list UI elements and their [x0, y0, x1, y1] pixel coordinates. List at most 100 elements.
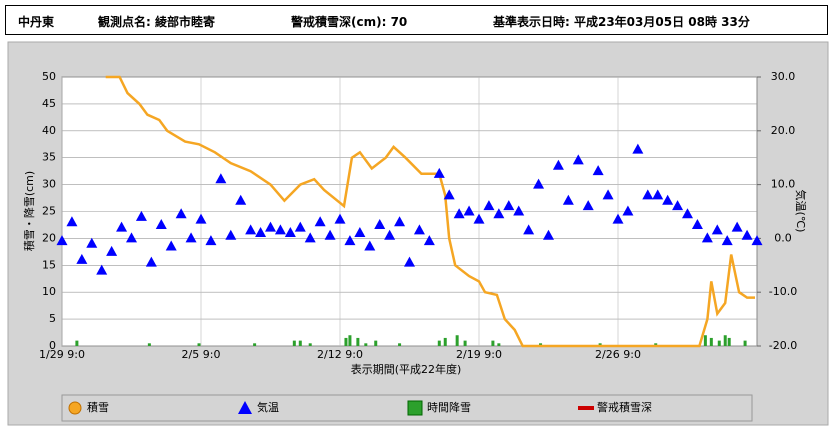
temperature-marker [751, 235, 763, 246]
temperature-marker [433, 167, 445, 178]
temperature-marker [394, 216, 406, 227]
region: 中丹東 [18, 15, 55, 29]
legend-icon [578, 406, 594, 410]
snowfall-bar [455, 335, 459, 346]
warning-depth: 警戒積雪深(cm): 70 [291, 15, 408, 29]
temperature-marker [145, 256, 157, 267]
x-tick-label: 2/12 9:0 [317, 348, 363, 361]
temperature-marker [294, 221, 306, 232]
temperature-marker [453, 208, 465, 219]
temperature-marker [344, 235, 356, 246]
temperature-marker [682, 208, 693, 219]
temperature-marker [364, 240, 376, 251]
temperature-marker [513, 205, 525, 216]
y-tick-label: 50 [42, 70, 56, 83]
snowfall-bar [75, 340, 79, 346]
temperature-marker [632, 143, 644, 154]
y-tick-label: 25 [42, 205, 56, 218]
legend-label: 気温 [257, 400, 279, 414]
y-tick-label: 40 [42, 124, 56, 137]
temperature-marker [463, 205, 475, 216]
temperature-marker [523, 224, 535, 235]
y2-tick-label: 20.0 [771, 124, 796, 137]
y-tick-label: 20 [42, 231, 56, 244]
temperature-marker [96, 264, 108, 275]
temperature-marker [245, 224, 257, 235]
temperature-marker [662, 194, 674, 205]
temperature-marker [473, 213, 485, 224]
snowfall-bar [147, 343, 151, 346]
snowfall-bar [717, 340, 721, 346]
temperature-marker [612, 213, 624, 224]
x-axis-label: 表示期間(平成22年度) [351, 362, 462, 376]
temperature-marker [483, 200, 495, 211]
temperature-marker [116, 221, 128, 232]
temperature-marker [185, 232, 197, 243]
snow-depth-line [105, 75, 755, 348]
y-axis-label: 積雪・降雪(cm) [22, 171, 36, 251]
temperature-marker [741, 229, 753, 240]
y-tick-label: 5 [49, 312, 56, 325]
temperature-marker [265, 221, 276, 232]
legend-icon [407, 400, 423, 416]
temperature-marker [175, 208, 187, 219]
snowfall-bar [292, 340, 296, 346]
temperature-marker [582, 200, 594, 211]
temperature-marker [711, 224, 723, 235]
snowfall-bar [298, 340, 302, 346]
temperature-marker [404, 256, 415, 267]
y-tick-label: 10 [42, 285, 56, 298]
snowfall-bar [709, 337, 713, 346]
legend-label: 時間降雪 [427, 400, 471, 414]
temperature-marker [324, 229, 336, 240]
snowfall-bar [539, 343, 543, 346]
temperature-marker [66, 216, 78, 227]
y2-axis-label: 気温(℃) [794, 190, 808, 233]
y-tick-label: 45 [42, 97, 56, 110]
temperature-marker [56, 235, 68, 246]
temperature-marker [562, 194, 574, 205]
temperature-marker [255, 227, 267, 238]
y2-tick-label: -20.0 [769, 339, 797, 352]
legend-icon [238, 401, 252, 414]
snowfall-bar [437, 340, 441, 346]
temperature-marker [86, 237, 98, 248]
temperature-marker [672, 200, 684, 211]
snowfall-bar [443, 337, 447, 346]
temperature-marker [543, 229, 554, 240]
legend-icon [68, 401, 82, 415]
snowfall-bar [491, 340, 495, 346]
temperature-marker [195, 213, 207, 224]
temperature-marker [334, 213, 346, 224]
temperature-marker [106, 245, 118, 256]
snowfall-bar [497, 343, 501, 346]
temperature-marker [731, 221, 743, 232]
temperature-marker [225, 229, 237, 240]
snowfall-bar [364, 343, 368, 346]
temperature-marker [413, 224, 425, 235]
temperature-marker [165, 240, 177, 251]
temperature-marker [384, 229, 396, 240]
temperature-marker [76, 253, 88, 264]
temperature-marker [721, 235, 733, 246]
header: 中丹東 観測点名: 綾部市睦寄 警戒積雪深(cm): 70 基準表示日時: 平成… [5, 5, 828, 35]
temperature-marker [354, 227, 366, 238]
y2-tick-label: 10.0 [771, 178, 796, 191]
snowfall-bar [348, 335, 352, 346]
temperature-marker [215, 173, 227, 184]
y-tick-label: 15 [42, 258, 56, 271]
snowfall-bar [356, 337, 360, 346]
datetime: 基準表示日時: 平成23年03月05日 08時 33分 [493, 15, 750, 29]
temperature-marker [314, 216, 326, 227]
snowfall-bar [743, 340, 747, 346]
x-tick-label: 2/5 9:0 [182, 348, 221, 361]
temperature-marker [155, 218, 167, 229]
temperature-marker [652, 189, 664, 200]
x-tick-label: 1/29 9:0 [39, 348, 85, 361]
legend-label: 積雪 [87, 400, 109, 414]
temperature-marker [503, 200, 515, 211]
temperature-marker [274, 224, 286, 235]
temperature-marker [205, 235, 217, 246]
